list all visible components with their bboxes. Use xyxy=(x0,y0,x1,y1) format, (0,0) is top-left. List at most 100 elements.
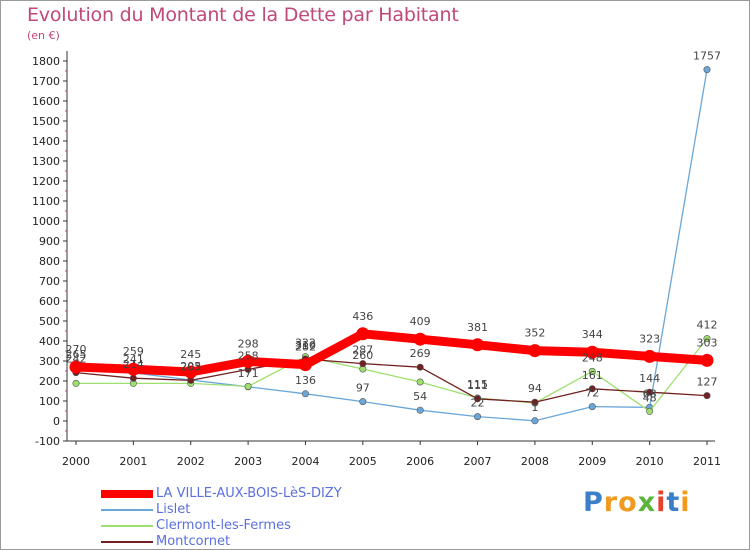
y-tick-label: 1500 xyxy=(32,115,60,128)
data-point xyxy=(301,390,309,398)
legend: LA VILLE-AUX-BOIS-LèS-DIZY Lislet Clermont… xyxy=(101,486,421,549)
data-label: 97 xyxy=(356,382,370,395)
logo-letter: P xyxy=(583,487,604,518)
data-point xyxy=(356,327,370,341)
data-label: 409 xyxy=(410,315,431,328)
data-label: 72 xyxy=(585,387,599,400)
data-point xyxy=(126,362,140,376)
data-point xyxy=(703,66,711,74)
data-point xyxy=(474,395,482,403)
data-point xyxy=(588,385,596,393)
data-label: 412 xyxy=(697,319,718,332)
x-tick-label: 2004 xyxy=(291,455,319,468)
data-point xyxy=(646,388,654,396)
legend-swatch xyxy=(101,525,153,527)
legend-label: Lislet xyxy=(156,502,191,517)
data-point xyxy=(298,358,312,372)
data-point xyxy=(528,344,542,358)
data-label: 136 xyxy=(295,374,316,387)
data-label: 22 xyxy=(471,397,485,410)
data-label: 258 xyxy=(238,349,259,362)
x-tick-label: 2005 xyxy=(349,455,377,468)
data-point xyxy=(588,403,596,411)
logo-letter: t xyxy=(666,487,681,518)
axes: -100 0 100 200 300 400 500 600 700 800 900 1000 1100… xyxy=(32,51,721,468)
data-label: 260 xyxy=(352,349,373,362)
series-lines xyxy=(69,66,714,425)
data-point xyxy=(416,363,424,371)
x-tick-label: 2003 xyxy=(234,455,262,468)
data-point xyxy=(413,332,427,346)
data-point xyxy=(643,349,657,363)
data-label: 352 xyxy=(524,327,545,340)
data-label: 171 xyxy=(238,367,259,380)
x-tick-label: 2006 xyxy=(406,455,434,468)
data-label: 270 xyxy=(66,343,87,356)
x-tick-label: 2008 xyxy=(521,455,549,468)
data-label: 259 xyxy=(123,345,144,358)
y-tick-label: 1700 xyxy=(32,75,60,88)
y-tick-label: 200 xyxy=(39,375,60,388)
series-0 xyxy=(69,327,714,379)
logo-letter: o xyxy=(618,487,638,518)
y-tick-label: 0 xyxy=(53,415,60,428)
data-point xyxy=(244,382,252,390)
data-label: 1 xyxy=(531,401,538,414)
logo-letter: r xyxy=(603,487,619,518)
data-label: 68 xyxy=(643,387,657,400)
data-label: 205 xyxy=(180,360,201,373)
data-label: 381 xyxy=(467,321,488,334)
data-label: 115 xyxy=(467,378,488,391)
y-tick-label: 800 xyxy=(39,255,60,268)
data-label: 287 xyxy=(352,344,373,357)
data-label: 245 xyxy=(180,348,201,361)
x-tick-label: 2009 xyxy=(578,455,606,468)
data-label: 322 xyxy=(295,337,316,350)
data-point xyxy=(72,379,80,387)
data-label: 323 xyxy=(639,332,660,345)
data-point xyxy=(703,335,711,343)
y-tick-label: 900 xyxy=(39,235,60,248)
legend-item: Montcornet xyxy=(101,534,421,549)
legend-label: Montcornet xyxy=(156,534,231,549)
y-tick-label: 600 xyxy=(39,295,60,308)
data-label: 242 xyxy=(66,353,87,366)
data-point xyxy=(588,367,596,375)
y-tick-label: 700 xyxy=(39,275,60,288)
legend-label: LA VILLE-AUX-BOIS-LèS-DIZY xyxy=(156,486,342,501)
y-tick-label: 1200 xyxy=(32,175,60,188)
data-label: 269 xyxy=(410,347,431,360)
data-point xyxy=(359,398,367,406)
y-tick-label: 500 xyxy=(39,315,60,328)
legend-swatch xyxy=(101,541,153,543)
y-tick-label: 1000 xyxy=(32,215,60,228)
y-tick-label: 100 xyxy=(39,395,60,408)
data-label: 94 xyxy=(528,382,542,395)
data-label: 248 xyxy=(582,351,603,364)
data-label: 265 xyxy=(66,348,87,361)
unit-label: (en €) xyxy=(27,29,60,42)
data-label: 161 xyxy=(582,369,603,382)
data-label: 303 xyxy=(697,336,718,349)
y-tick-label: 400 xyxy=(39,335,60,348)
data-label: 344 xyxy=(582,328,603,341)
data-point xyxy=(69,360,83,374)
data-label: 203 xyxy=(180,360,201,373)
data-point xyxy=(585,345,599,359)
data-point xyxy=(646,407,654,415)
y-tick-label: 1800 xyxy=(32,55,60,68)
chart-title: Evolution du Montant de la Dette par Hab… xyxy=(27,4,459,26)
data-point xyxy=(359,360,367,368)
legend-swatch xyxy=(101,509,153,511)
data-point xyxy=(531,417,539,425)
series-line xyxy=(75,68,708,422)
legend-swatch xyxy=(101,490,153,498)
y-tick-label: -100 xyxy=(35,435,60,448)
y-tick-label: 1600 xyxy=(32,95,60,108)
y-tick-label: 1300 xyxy=(32,155,60,168)
series-line xyxy=(75,337,708,413)
legend-label: Clermont-les-Fermes xyxy=(156,518,291,533)
series-line xyxy=(71,329,712,377)
